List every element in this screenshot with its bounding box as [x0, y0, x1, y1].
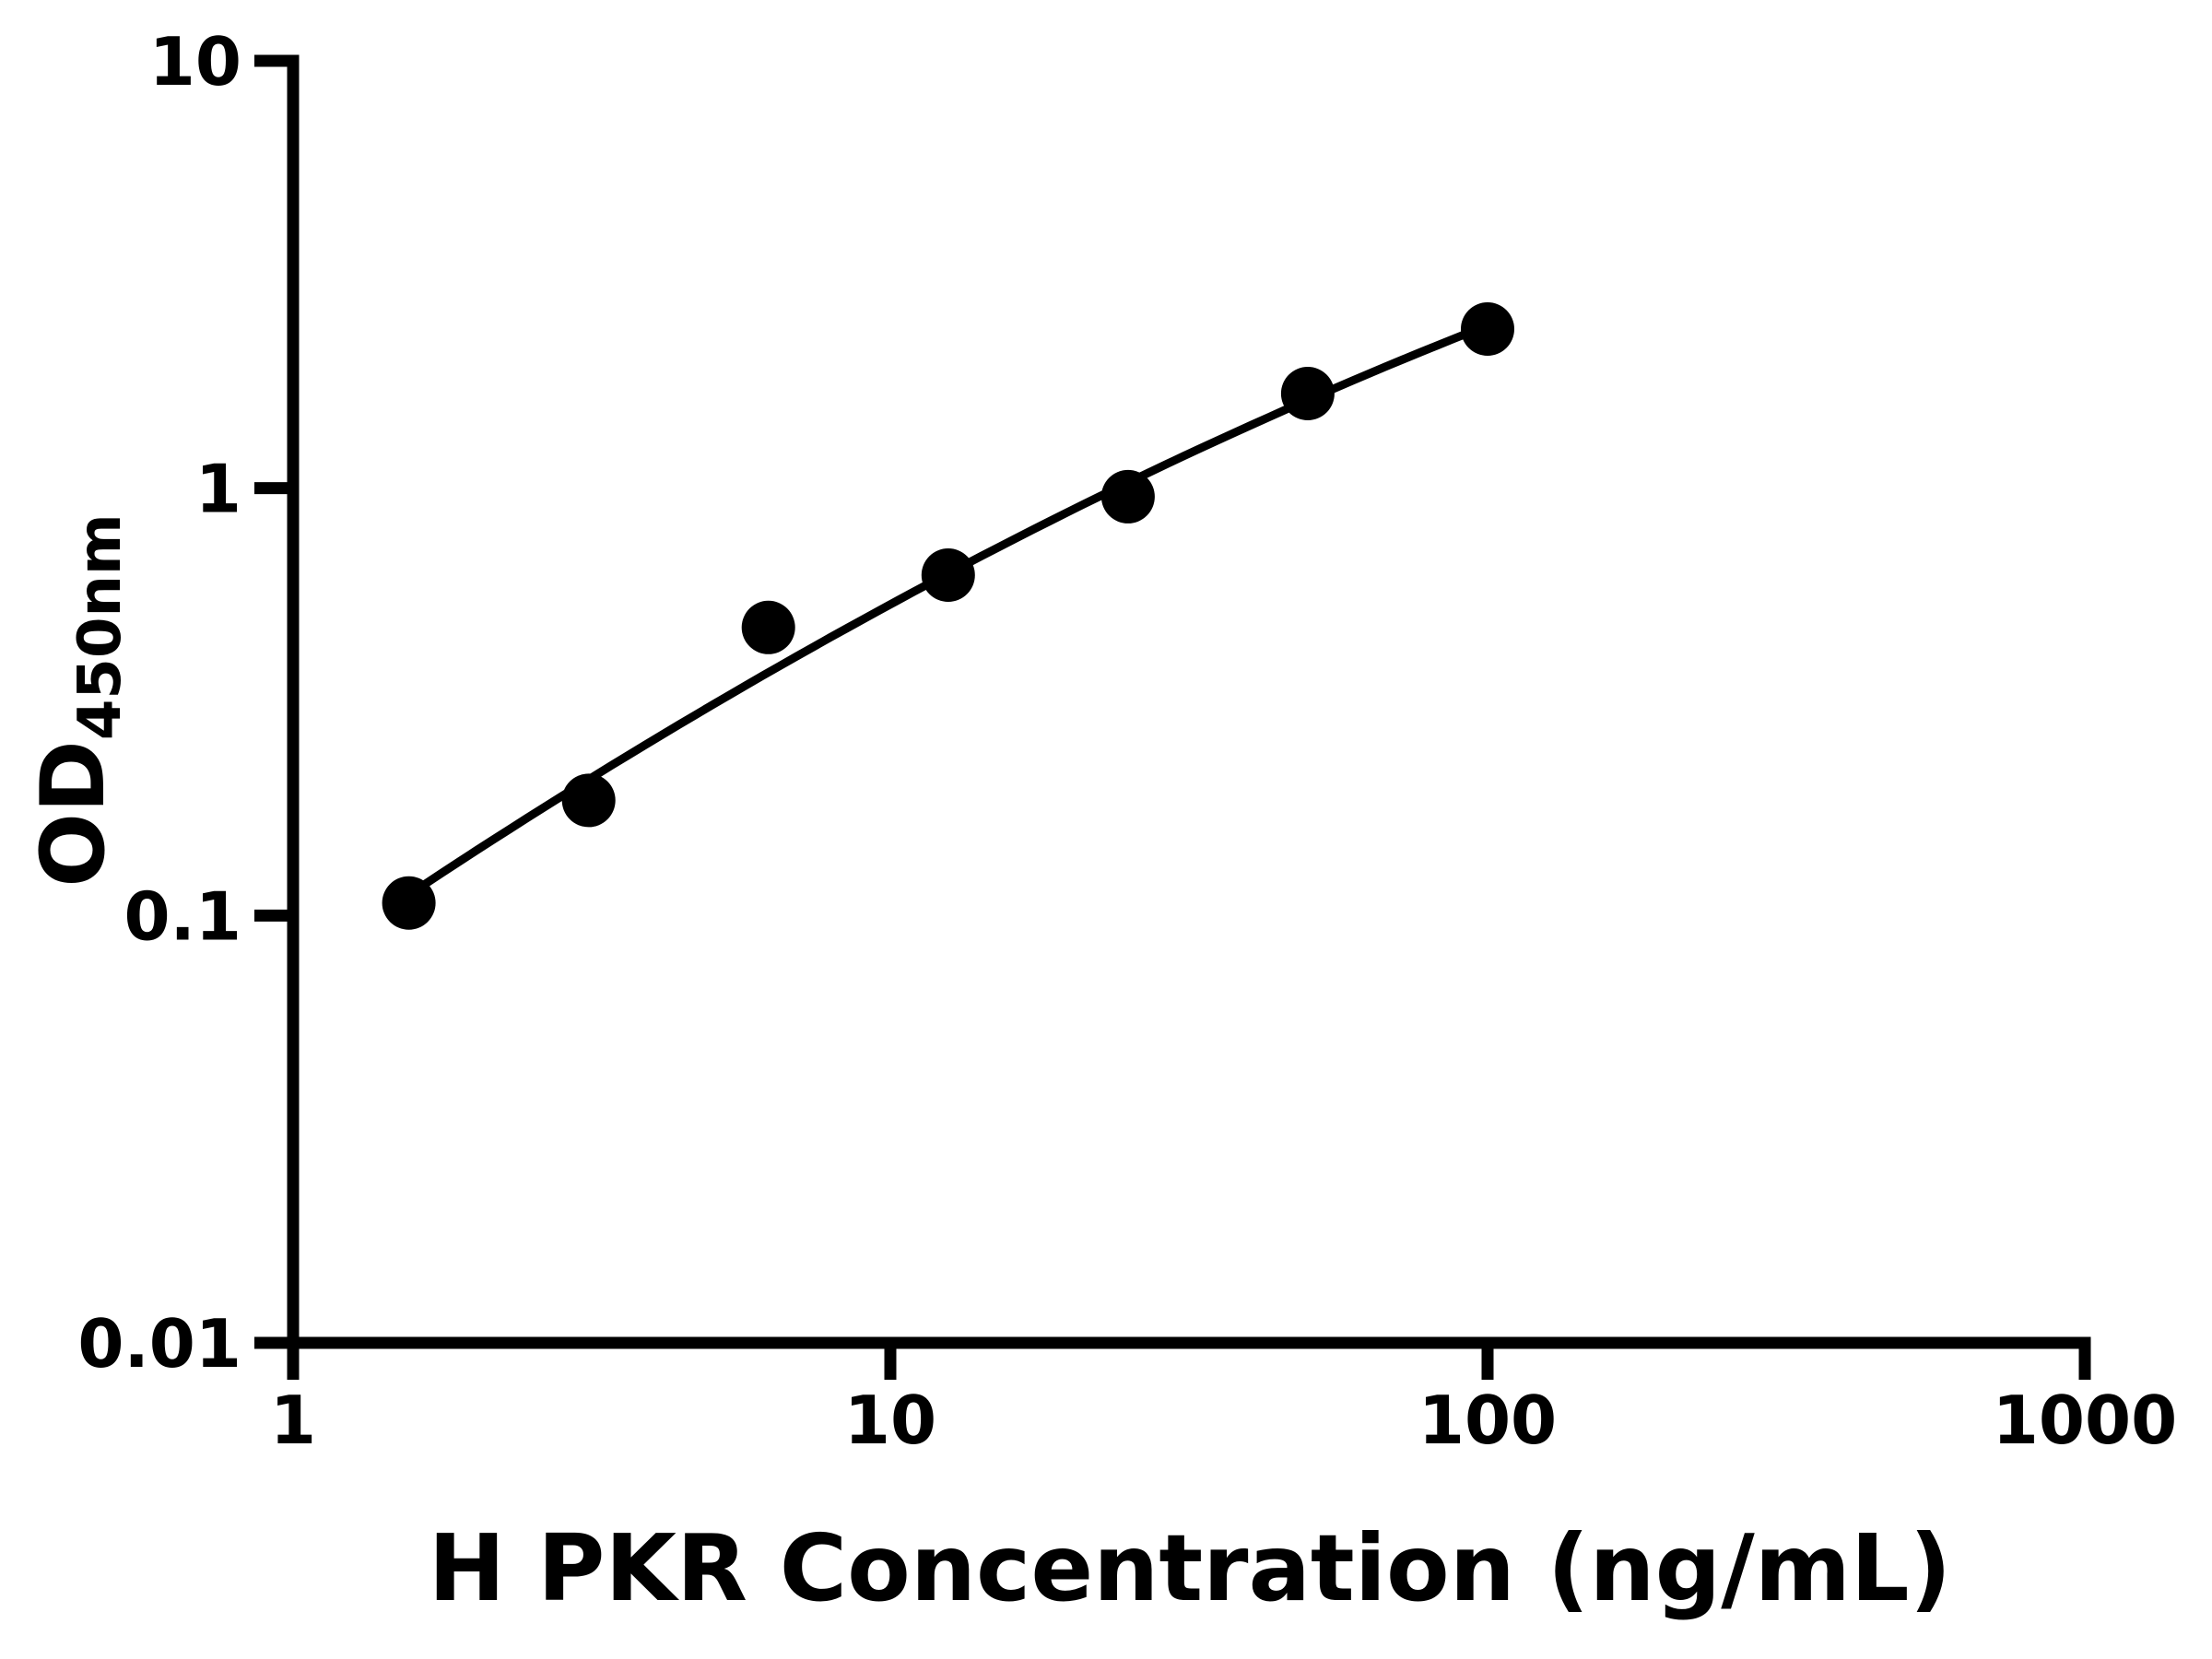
x-tick-label: 10: [844, 1382, 936, 1459]
y-axis-title-sub: 450nm: [66, 513, 135, 740]
data-point: [1280, 367, 1335, 420]
y-tick-label: 0.1: [124, 877, 241, 955]
data-point: [561, 773, 616, 828]
y-tick-label: 10: [149, 23, 241, 100]
data-point: [1100, 469, 1155, 524]
x-tick-label: 100: [1418, 1382, 1557, 1459]
x-tick-label: 1000: [1993, 1382, 2177, 1459]
tick-layer: 10 1 0.1 0.01 1 10 100 1000: [77, 23, 2177, 1459]
data-points-layer: [382, 302, 1514, 930]
data-point: [382, 876, 436, 930]
axes-layer: [287, 54, 2091, 1349]
x-tick-label: 1: [270, 1382, 316, 1459]
y-axis-title-main: OD: [23, 740, 124, 888]
data-point: [741, 600, 795, 654]
y-axis-title: OD450nm: [23, 513, 135, 887]
y-tick-label: 0.01: [77, 1305, 241, 1382]
y-tick-label: 1: [195, 451, 241, 528]
x-axis-title: H PKR Concentration (ng/mL): [429, 1514, 1952, 1622]
data-point: [1461, 302, 1514, 356]
data-point: [921, 548, 975, 602]
